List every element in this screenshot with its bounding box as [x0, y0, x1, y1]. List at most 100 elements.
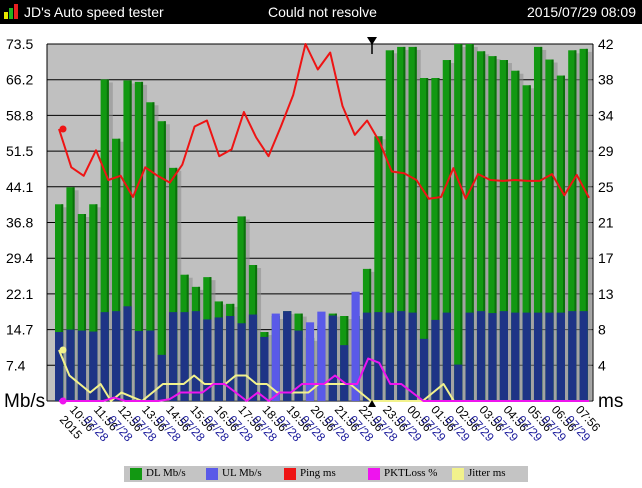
dl-bar [146, 102, 155, 402]
ul-bar [442, 312, 451, 401]
ul-bar [465, 312, 474, 401]
dl-bar-edge [505, 60, 508, 402]
ul-bar [454, 364, 463, 401]
ul-bar [385, 312, 394, 401]
pktloss-start-marker [59, 397, 67, 405]
ping-start-marker [59, 125, 67, 133]
right-tick-label: 17 [598, 250, 614, 266]
dl-bar-edge [95, 204, 98, 401]
right-tick-label: 4 [598, 357, 606, 373]
legend-label-pktloss: PKTLoss % [384, 467, 438, 479]
right-tick-label: 42 [598, 36, 614, 52]
ul-bar [66, 329, 75, 401]
dl-bar [499, 60, 508, 402]
ul-bar [408, 312, 417, 401]
legend-swatch-ping [284, 468, 296, 480]
ul-bar [157, 354, 166, 401]
dl-bar [169, 167, 178, 401]
dl-bar-edge [129, 80, 132, 401]
dl-bar [157, 121, 166, 401]
right-tick-label: 21 [598, 215, 614, 231]
ul-bar [100, 312, 109, 401]
ul-bar [305, 322, 315, 401]
legend-swatch-ul [206, 468, 218, 480]
dl-bar [100, 79, 109, 401]
dl-bar [454, 44, 463, 401]
dl-bar [568, 50, 577, 402]
left-tick-label: 58.8 [6, 107, 33, 123]
ul-bar [522, 312, 531, 401]
ul-bar [294, 330, 303, 401]
left-tick-label: 7.4 [6, 357, 26, 373]
dl-bar [431, 78, 440, 401]
dl-bar-edge [72, 187, 75, 401]
ul-bar [476, 311, 486, 401]
dl-bar [511, 70, 520, 401]
right-tick-label: 29 [598, 143, 614, 159]
ul-bar [317, 311, 326, 401]
dl-bar [123, 80, 132, 401]
ul-bar [180, 312, 189, 401]
dl-bar [408, 46, 417, 402]
dl-bar [112, 138, 121, 401]
ul-bar [123, 306, 132, 401]
ping-line [58, 43, 590, 200]
app-logo-icon [4, 4, 18, 19]
left-tick-label: 29.4 [6, 250, 33, 266]
ul-bar [579, 311, 588, 401]
ul-bar [226, 316, 235, 401]
dl-bar [533, 46, 543, 402]
dl-bar-edge [403, 46, 406, 402]
right-axis-unit: ms [598, 391, 623, 412]
left-tick-label: 44.1 [6, 179, 33, 195]
pktloss-line [59, 357, 589, 402]
right-tick-label: 13 [598, 286, 614, 302]
dl-bar [385, 50, 394, 402]
legend-swatch-jitter [452, 468, 464, 480]
ul-bar [203, 319, 212, 401]
left-tick-label: 73.5 [6, 36, 33, 52]
dl-bar-edge [380, 136, 383, 402]
ul-bar [214, 317, 223, 401]
ul-bar [545, 312, 554, 401]
dl-bar-edge [460, 44, 463, 401]
dl-bar-edge [494, 56, 497, 402]
dl-bar [374, 136, 383, 402]
dl-bar-edge [118, 138, 121, 401]
dl-bar-edge [243, 216, 246, 401]
legend-swatch-pktloss [368, 468, 380, 480]
dl-bar-edge [471, 44, 474, 401]
dl-bar [476, 51, 486, 402]
ul-bar [169, 312, 178, 401]
jitter-start-marker [59, 346, 67, 354]
dl-bar-edge [175, 167, 178, 401]
dl-bar-edge [106, 79, 109, 401]
dl-bar-edge [517, 70, 520, 401]
dl-bar [237, 216, 246, 401]
ul-bar [374, 312, 383, 401]
dl-bar [89, 204, 98, 401]
ul-bar [419, 338, 429, 401]
legend-swatch-dl [130, 468, 142, 480]
ul-bar [146, 330, 155, 401]
ul-bar [260, 336, 269, 401]
dl-bar [579, 48, 588, 401]
dl-bar-edge [152, 102, 155, 402]
dl-bar-edge [414, 46, 417, 402]
ul-bar [328, 315, 337, 401]
right-tick-label: 38 [598, 72, 614, 88]
dl-bar-edge [528, 85, 531, 402]
ul-bar [397, 311, 406, 401]
ul-bar [499, 311, 508, 401]
legend-label-jitter: Jitter ms [468, 467, 506, 479]
chart-legend: DL Mb/s UL Mb/s Ping ms PKTLoss % Jitter… [124, 466, 528, 482]
right-tick-label: 25 [598, 179, 614, 195]
right-tick-label: 8 [598, 322, 606, 338]
legend-label-ul: UL Mb/s [222, 467, 262, 479]
ul-bar [191, 311, 201, 401]
dl-bar-edge [562, 75, 565, 402]
ul-bar [283, 311, 292, 401]
app-title: JD's Auto speed tester [24, 4, 164, 20]
ul-bar [556, 312, 565, 401]
dl-bar [134, 81, 144, 401]
